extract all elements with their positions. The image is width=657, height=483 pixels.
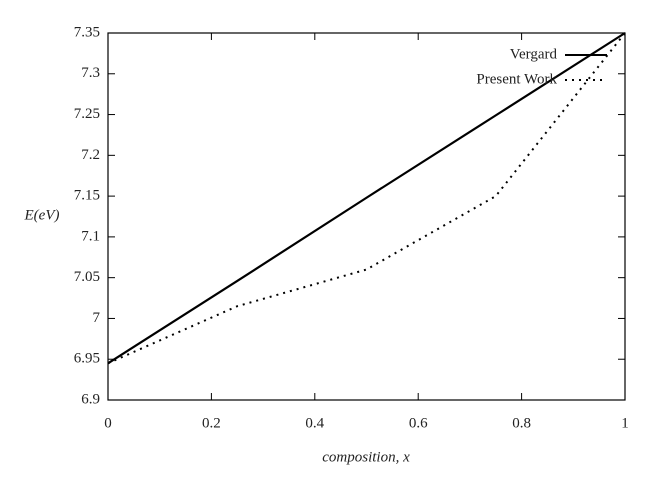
series-line <box>107 32 626 365</box>
y-tick-label: 7.25 <box>74 106 100 122</box>
y-tick-label: 6.95 <box>74 351 100 367</box>
y-tick-label: 6.9 <box>81 391 100 407</box>
x-tick-label: 0.4 <box>305 415 324 431</box>
x-tick-label: 0.8 <box>512 415 531 431</box>
x-tick-label: 0.6 <box>409 415 428 431</box>
y-tick-label: 7 <box>93 310 101 326</box>
legend-label: Present Work <box>476 71 557 87</box>
plot-frame <box>107 32 626 401</box>
y-tick-label: 7.15 <box>74 188 100 204</box>
y-axis-label: E(eV) <box>24 207 60 223</box>
y-tick-label: 7.2 <box>81 147 100 163</box>
y-tick-label: 7.05 <box>74 269 100 285</box>
y-tick-label: 7.3 <box>81 65 100 81</box>
x-axis-label: composition, x <box>322 449 410 465</box>
y-tick-label: 7.1 <box>81 228 100 244</box>
x-tick-label: 0.2 <box>202 415 221 431</box>
x-tick-label: 1 <box>621 415 629 431</box>
y-tick-label: 7.35 <box>74 24 100 40</box>
x-tick-label: 0 <box>104 415 112 431</box>
legend-label: Vergard <box>510 46 558 62</box>
